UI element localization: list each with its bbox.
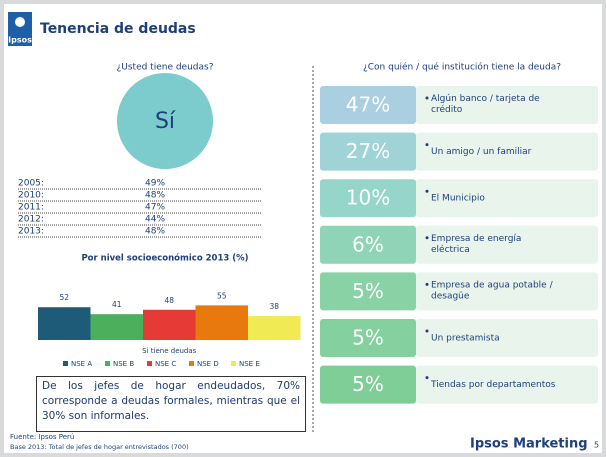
year-value: 47%	[145, 203, 165, 213]
percent-tile	[320, 132, 416, 171]
data-label: 52	[59, 293, 69, 302]
label-bg	[416, 179, 598, 218]
legend-swatch	[105, 361, 110, 366]
percent: 47%	[346, 93, 390, 117]
brand: Ipsos Marketing	[470, 437, 588, 452]
institution: El Municipio	[431, 194, 485, 204]
year-value: 49%	[145, 179, 165, 189]
legend-label: NSE E	[239, 360, 260, 368]
bar	[143, 309, 196, 340]
institution: Algún banco / tarjeta de crédito	[431, 94, 540, 115]
legend-swatch	[63, 361, 68, 366]
percent: 27%	[346, 139, 390, 163]
percent: 5%	[352, 326, 384, 350]
chart-title: Por nivel socioeconómico 2013 (%)	[81, 253, 248, 264]
institution: Tiendas por departamentos	[430, 380, 556, 390]
percent: 5%	[352, 372, 384, 396]
year-value: 48%	[145, 191, 165, 201]
label-bg	[416, 86, 598, 124]
bar	[90, 314, 143, 340]
percent: 5%	[352, 279, 384, 303]
percent-tile	[320, 179, 416, 218]
percent-tile	[320, 319, 416, 357]
bullet	[425, 236, 429, 240]
question-right: ¿Con quién / qué institución tiene la de…	[363, 62, 561, 73]
legend-label: NSE B	[113, 360, 134, 368]
year: 2011:	[18, 203, 44, 213]
institution: Empresa de energía eléctrica	[431, 233, 521, 254]
data-label: 38	[269, 302, 279, 311]
data-label: 55	[217, 291, 227, 300]
data-label: 41	[112, 300, 122, 309]
bullet	[425, 96, 429, 100]
year-value: 48%	[145, 227, 165, 237]
year: 2010:	[18, 191, 44, 201]
bullet	[425, 329, 429, 333]
legend-label: NSE C	[155, 360, 176, 368]
bar	[248, 316, 301, 340]
bullet	[425, 376, 429, 380]
logo-text: Ipsos	[8, 36, 32, 45]
x-label: Si tiene deudas	[142, 347, 196, 355]
institution: Un prestamista	[431, 334, 500, 344]
year: 2013:	[18, 227, 44, 237]
bar	[38, 307, 91, 340]
page-number: 5	[594, 441, 599, 450]
percent-tile	[320, 86, 416, 124]
label-bg	[416, 225, 598, 264]
logo-dot	[15, 17, 25, 27]
year-value: 44%	[145, 215, 165, 225]
legend-label: NSE D	[197, 360, 219, 368]
circle	[117, 73, 213, 169]
label-bg	[416, 319, 598, 357]
base: Base 2013: Total de jefes de hogar entre…	[10, 443, 189, 451]
institution: Un amigo / un familiar	[431, 147, 532, 157]
percent-tile	[320, 225, 416, 264]
label-bg	[416, 365, 598, 404]
percent: 10%	[346, 186, 390, 210]
percent: 6%	[352, 232, 384, 256]
source: Fuente: Ipsos Perú	[10, 433, 74, 441]
bullet	[425, 189, 429, 193]
label-bg	[416, 132, 598, 171]
bullet	[425, 282, 429, 286]
legend-swatch	[189, 361, 194, 366]
label-bg	[416, 272, 598, 311]
percent-tile	[320, 365, 416, 404]
legend-swatch	[231, 361, 236, 366]
percent-tile	[320, 272, 416, 311]
answer: Sí	[155, 109, 176, 134]
year: 2005:	[18, 179, 44, 189]
legend-label: NSE A	[71, 360, 92, 368]
question: ¿Usted tiene deudas?	[116, 63, 213, 73]
data-label: 48	[164, 296, 174, 305]
bar	[195, 305, 248, 340]
year: 2012:	[18, 215, 44, 225]
institution: Empresa de agua potable / desagüe	[431, 280, 554, 301]
title: Tenencia de deudas	[40, 21, 196, 37]
note: De los jefes de hogar endeudados, 70% co…	[36, 376, 306, 432]
legend-swatch	[147, 361, 152, 366]
bullet	[425, 143, 429, 147]
